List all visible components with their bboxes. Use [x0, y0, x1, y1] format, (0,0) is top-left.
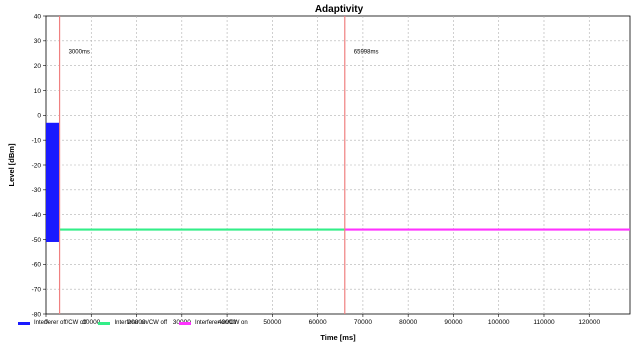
y-axis-label: Level [dBm] [7, 143, 16, 186]
y-tick-label: -40 [32, 212, 42, 219]
legend-label: Interferer on/CW on [195, 320, 248, 326]
legend-swatch [179, 321, 192, 325]
x-tick-label: 10000 [82, 319, 100, 326]
legend: Interferer off/CW off Interferer on/CW of… [18, 320, 260, 327]
x-tick-label: 120000 [578, 319, 600, 326]
y-tick-label: 40 [34, 13, 42, 20]
x-tick-label: 110000 [533, 319, 555, 326]
y-tick-label: -50 [32, 237, 42, 244]
legend-item: Interferer off/CW off [18, 320, 86, 326]
x-tick-label: 90000 [444, 319, 462, 326]
y-tick-label: -30 [32, 187, 42, 194]
y-tick-label: -80 [32, 311, 42, 318]
y-tick-label: 20 [34, 63, 42, 70]
x-tick-label: 20000 [128, 319, 146, 326]
y-tick-label: 10 [34, 88, 42, 95]
y-tick-label: -60 [32, 262, 42, 269]
x-axis-label: Time [ms] [320, 333, 356, 342]
series-band-0 [46, 122, 60, 242]
x-tick-label: 0 [44, 319, 48, 326]
legend-label: Interferer on/CW off [114, 320, 168, 326]
y-tick-label: -10 [32, 137, 42, 144]
legend-label: Interferer off/CW off [34, 320, 87, 326]
legend-swatch [98, 321, 111, 325]
x-tick-label: 100000 [488, 319, 510, 326]
chart-title: Adaptivity [314, 4, 364, 15]
x-tick-label: 70000 [354, 319, 372, 326]
legend-swatch [18, 321, 30, 325]
x-tick-label: 40000 [218, 319, 236, 326]
y-tick-label: 30 [34, 38, 42, 45]
legend-item: Interferer on/CW off [98, 320, 167, 326]
y-tick-label: -20 [32, 162, 42, 169]
marker-label-0: 3000ms [69, 49, 90, 55]
y-tick-label: -70 [32, 286, 42, 293]
x-tick-label: 50000 [263, 319, 281, 326]
marker-label-1: 65998ms [354, 49, 379, 55]
x-tick-label: 80000 [399, 319, 417, 326]
x-tick-label: 60000 [309, 319, 327, 326]
legend-item: Interferer on/CW on [179, 320, 248, 326]
y-tick-label: 0 [37, 113, 41, 120]
